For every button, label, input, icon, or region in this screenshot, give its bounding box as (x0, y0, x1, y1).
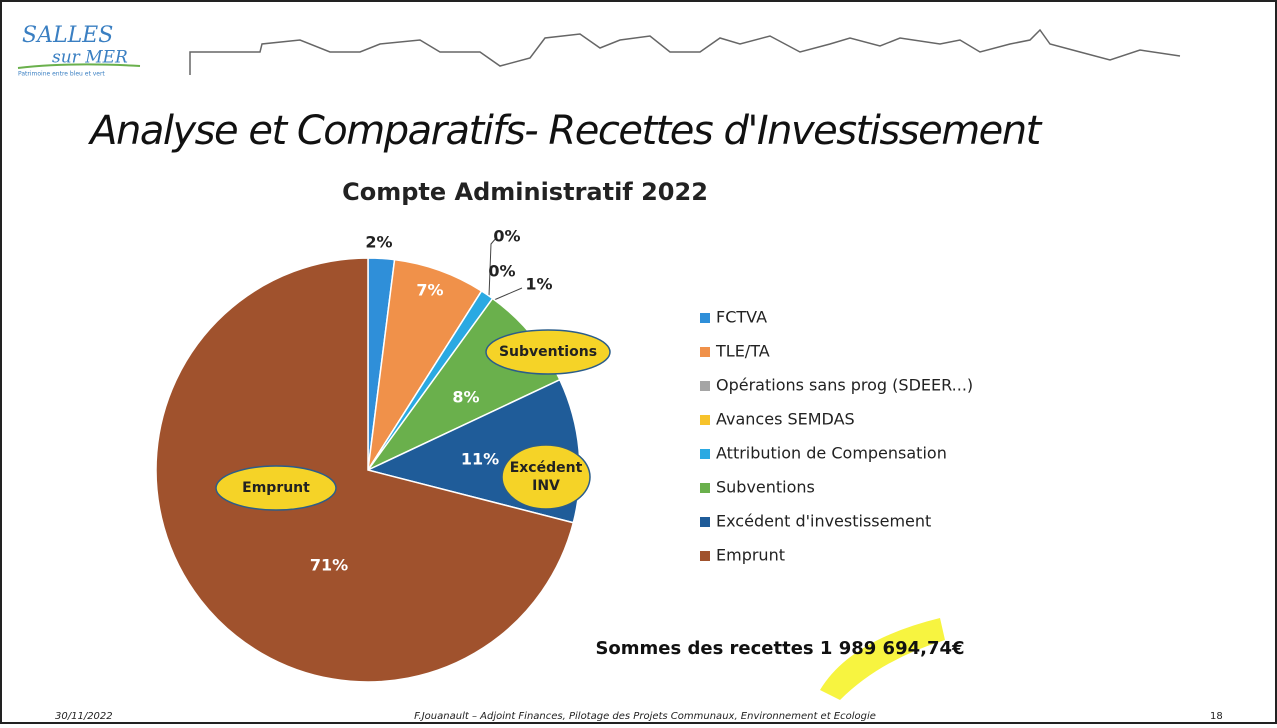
annotation-text: INV (532, 478, 560, 494)
slide: SALLES sur MER Patrimoine entre bleu et … (0, 0, 1277, 724)
legend-label: Opérations sans prog (SDEER...) (716, 376, 973, 395)
footer-author: F.Jouanault – Adjoint Finances, Pilotage… (414, 711, 876, 722)
data-label: 0% (493, 227, 520, 246)
data-label: 11% (461, 450, 499, 469)
legend-label: Avances SEMDAS (716, 410, 855, 429)
data-label: 8% (452, 388, 479, 407)
legend-label: FCTVA (716, 308, 767, 327)
chart-title: Compte Administratif 2022 (342, 178, 708, 206)
legend-label: Emprunt (716, 546, 785, 565)
logo-tagline: Patrimoine entre bleu et vert (18, 71, 105, 78)
legend-label: Subventions (716, 478, 815, 497)
legend-label: TLE/TA (715, 342, 770, 361)
legend-swatch (700, 381, 710, 391)
slide-heading: Analyse et Comparatifs- Recettes d'Inves… (87, 108, 1042, 154)
annotation-text: Emprunt (242, 480, 310, 496)
legend-swatch (700, 415, 710, 425)
data-label: 71% (310, 556, 348, 575)
data-label: 1% (525, 275, 552, 294)
annotation-text: Subventions (499, 344, 597, 360)
legend-swatch (700, 313, 710, 323)
data-label: 0% (488, 262, 515, 281)
annotation-text: Excédent (510, 460, 583, 476)
page-number: 18 (1210, 711, 1223, 722)
total-text: Sommes des recettes 1 989 694,74€ (595, 638, 964, 659)
legend-swatch (700, 517, 710, 527)
legend-swatch (700, 483, 710, 493)
data-label: 7% (416, 281, 443, 300)
legend-swatch (700, 347, 710, 357)
legend-swatch (700, 449, 710, 459)
footer-date: 30/11/2022 (55, 711, 113, 722)
legend-label: Attribution de Compensation (716, 444, 947, 463)
data-label: 2% (365, 233, 392, 252)
annotation-oval (502, 445, 590, 509)
logo-title: SALLES (22, 23, 113, 48)
legend-label: Excédent d'investissement (716, 512, 931, 531)
legend-swatch (700, 551, 710, 561)
